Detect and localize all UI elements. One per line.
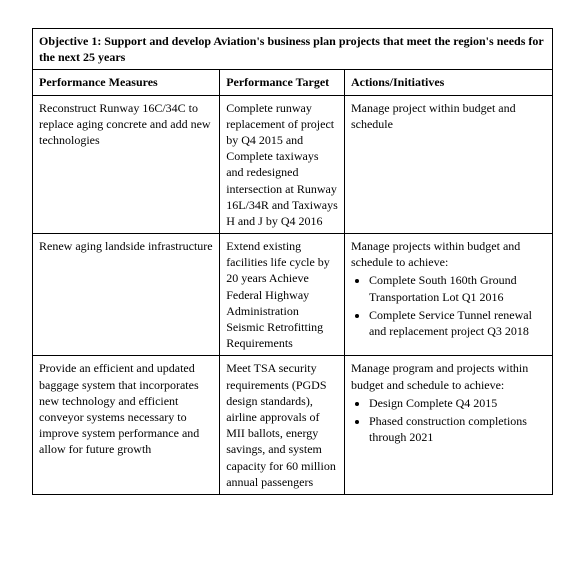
cell-measure: Renew aging landside infrastructure bbox=[33, 234, 220, 356]
action-bullet: Design Complete Q4 2015 bbox=[369, 395, 546, 411]
page-container: Objective 1: Support and develop Aviatio… bbox=[0, 0, 585, 523]
table-row: Renew aging landside infrastructure Exte… bbox=[33, 234, 553, 356]
action-text: Manage program and projects within budge… bbox=[351, 361, 528, 391]
action-bullet: Phased construction completions through … bbox=[369, 413, 546, 445]
objective-title: Objective 1: Support and develop Aviatio… bbox=[33, 29, 553, 70]
header-measures: Performance Measures bbox=[33, 70, 220, 95]
cell-measure: Provide an efficient and updated baggage… bbox=[33, 356, 220, 495]
cell-target: Complete runway replacement of project b… bbox=[220, 95, 345, 234]
objective-row: Objective 1: Support and develop Aviatio… bbox=[33, 29, 553, 70]
objectives-table: Objective 1: Support and develop Aviatio… bbox=[32, 28, 553, 495]
action-bullets: Complete South 160th Ground Transportati… bbox=[351, 272, 546, 339]
action-bullet: Complete Service Tunnel renewal and repl… bbox=[369, 307, 546, 339]
action-text: Manage project within budget and schedul… bbox=[351, 101, 516, 131]
cell-actions: Manage program and projects within budge… bbox=[344, 356, 552, 495]
table-row: Reconstruct Runway 16C/34C to replace ag… bbox=[33, 95, 553, 234]
action-text: Manage projects within budget and schedu… bbox=[351, 239, 520, 269]
table-row: Provide an efficient and updated baggage… bbox=[33, 356, 553, 495]
action-bullets: Design Complete Q4 2015 Phased construct… bbox=[351, 395, 546, 446]
header-actions: Actions/Initiatives bbox=[344, 70, 552, 95]
cell-target: Extend existing facilities life cycle by… bbox=[220, 234, 345, 356]
cell-measure: Reconstruct Runway 16C/34C to replace ag… bbox=[33, 95, 220, 234]
action-bullet: Complete South 160th Ground Transportati… bbox=[369, 272, 546, 304]
header-target: Performance Target bbox=[220, 70, 345, 95]
cell-actions: Manage projects within budget and schedu… bbox=[344, 234, 552, 356]
cell-target: Meet TSA security requirements (PGDS des… bbox=[220, 356, 345, 495]
header-row: Performance Measures Performance Target … bbox=[33, 70, 553, 95]
cell-actions: Manage project within budget and schedul… bbox=[344, 95, 552, 234]
